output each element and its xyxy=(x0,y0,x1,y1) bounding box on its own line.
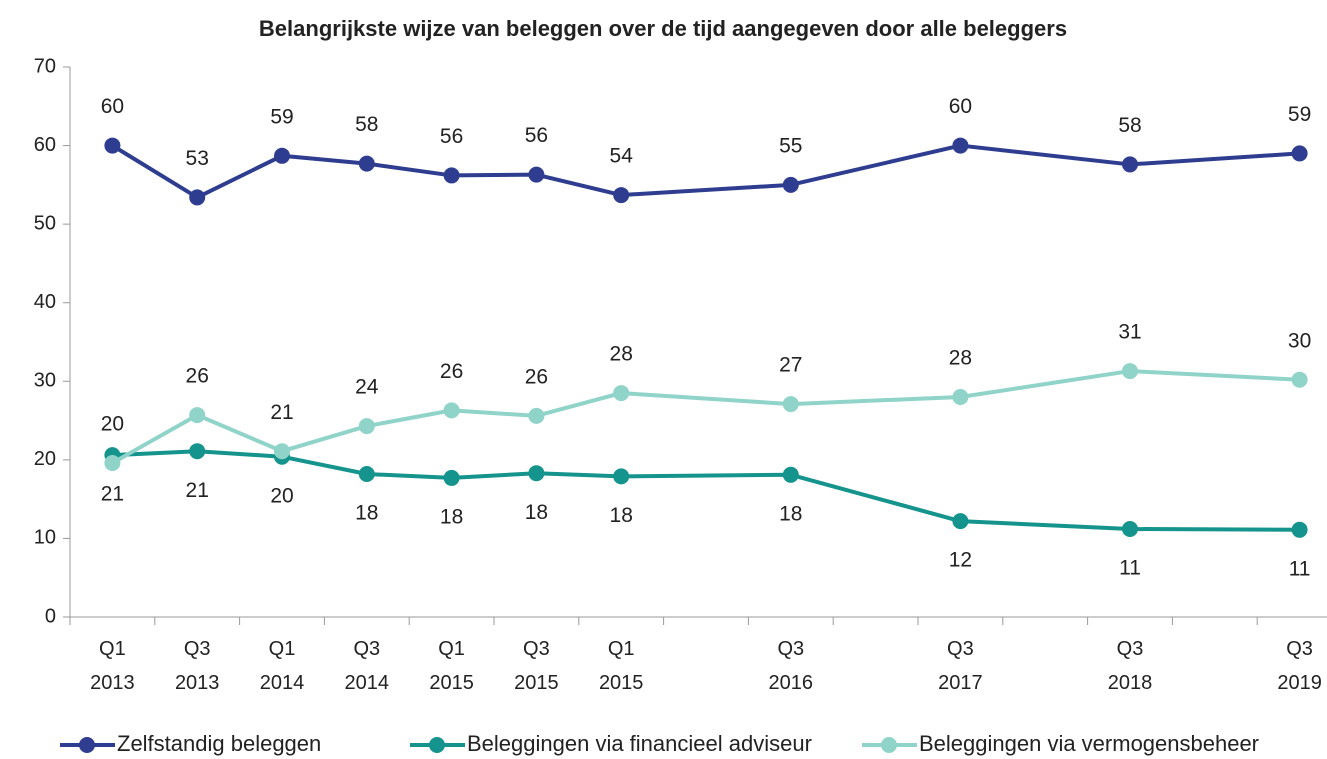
data-label: 56 xyxy=(440,125,463,148)
data-label: 26 xyxy=(186,365,209,388)
data-label: 28 xyxy=(610,343,633,366)
x-tick-label: Q3 2019 xyxy=(1277,638,1322,694)
data-label: 18 xyxy=(440,505,463,528)
data-label: 21 xyxy=(101,483,124,506)
x-tick-label: Q3 2016 xyxy=(769,638,814,694)
data-point xyxy=(952,137,969,154)
data-label: 21 xyxy=(270,401,293,424)
data-label: 60 xyxy=(101,95,124,118)
y-tick-label: 60 xyxy=(34,134,56,156)
series-line xyxy=(111,143,1300,200)
data-point xyxy=(189,443,206,460)
x-tick-label: Q1 2015 xyxy=(599,638,644,694)
y-tick-label: 30 xyxy=(34,370,56,392)
data-label: 11 xyxy=(1289,557,1311,580)
data-point xyxy=(443,469,460,486)
data-label: 26 xyxy=(440,360,463,383)
data-point xyxy=(104,455,121,471)
data-label: 11 xyxy=(1119,557,1141,580)
legend-label: Zelfstandig beleggen xyxy=(117,731,321,756)
data-label: 20 xyxy=(270,484,293,507)
data-label: 58 xyxy=(1118,114,1141,137)
data-label: 26 xyxy=(525,365,548,388)
legend-label: Beleggingen via vermogensbeheer xyxy=(919,731,1259,756)
data-point xyxy=(782,176,799,193)
data-label: 12 xyxy=(949,549,972,572)
data-point xyxy=(613,385,630,402)
data-label: 30 xyxy=(1288,329,1311,352)
legend-marker xyxy=(79,737,95,753)
y-tick-label: 50 xyxy=(34,212,56,234)
x-tick-label: Q3 2015 xyxy=(514,638,559,694)
legend-marker xyxy=(881,737,897,753)
data-point xyxy=(1291,371,1308,388)
y-tick-label: 10 xyxy=(34,527,56,549)
data-point xyxy=(358,418,375,435)
x-tick-label: Q3 2014 xyxy=(345,638,390,694)
data-point xyxy=(528,407,545,424)
legend-marker xyxy=(429,737,445,753)
data-point xyxy=(274,443,290,460)
data-label: 59 xyxy=(270,105,293,128)
data-point xyxy=(1291,145,1308,162)
data-label: 18 xyxy=(355,502,378,525)
data-label: 60 xyxy=(949,95,972,118)
data-point xyxy=(613,468,630,485)
data-label: 53 xyxy=(186,147,209,170)
y-tick-label: 0 xyxy=(45,605,56,627)
data-point xyxy=(1291,521,1308,538)
data-label: 56 xyxy=(525,124,548,147)
y-tick-label: 40 xyxy=(34,291,56,313)
data-point xyxy=(952,389,969,405)
data-point xyxy=(782,396,799,413)
y-tick-label: 70 xyxy=(34,55,56,77)
data-point xyxy=(528,166,545,183)
data-label: 20 xyxy=(101,413,124,436)
data-label: 24 xyxy=(355,376,379,399)
data-point xyxy=(1122,156,1138,173)
x-tick-label: Q3 2018 xyxy=(1108,638,1153,694)
data-point xyxy=(1122,363,1138,380)
x-tick-label: Q1 2013 xyxy=(90,638,135,694)
legend-label: Beleggingen via financieel adviseur xyxy=(467,731,812,756)
data-point xyxy=(443,167,460,184)
x-tick-label: Q3 2017 xyxy=(938,638,983,694)
y-tick-label: 20 xyxy=(34,448,56,470)
data-point xyxy=(104,137,121,154)
data-point xyxy=(358,155,375,172)
data-label: 59 xyxy=(1288,103,1311,126)
data-label: 18 xyxy=(525,501,548,524)
x-tick-label: Q1 2015 xyxy=(429,638,474,694)
x-tick-label: Q3 2013 xyxy=(175,638,220,694)
data-point xyxy=(613,187,630,204)
data-label: 21 xyxy=(186,479,209,502)
data-point xyxy=(952,513,969,530)
data-point xyxy=(274,147,290,164)
data-label: 27 xyxy=(779,354,802,377)
data-label: 58 xyxy=(355,113,378,136)
x-tick-label: Q1 2014 xyxy=(260,638,305,694)
data-label: 18 xyxy=(610,504,633,527)
data-point xyxy=(1122,521,1138,537)
data-point xyxy=(189,189,206,206)
data-label: 31 xyxy=(1118,321,1141,344)
chart-title: Belangrijkste wijze van beleggen over de… xyxy=(259,16,1067,41)
data-label: 18 xyxy=(779,502,802,525)
data-point xyxy=(358,466,375,482)
data-point xyxy=(528,465,545,482)
data-point xyxy=(443,402,460,419)
data-point xyxy=(782,466,799,483)
data-point xyxy=(189,407,206,424)
data-label: 55 xyxy=(779,134,802,157)
data-label: 28 xyxy=(949,347,972,370)
data-label: 54 xyxy=(610,145,634,168)
